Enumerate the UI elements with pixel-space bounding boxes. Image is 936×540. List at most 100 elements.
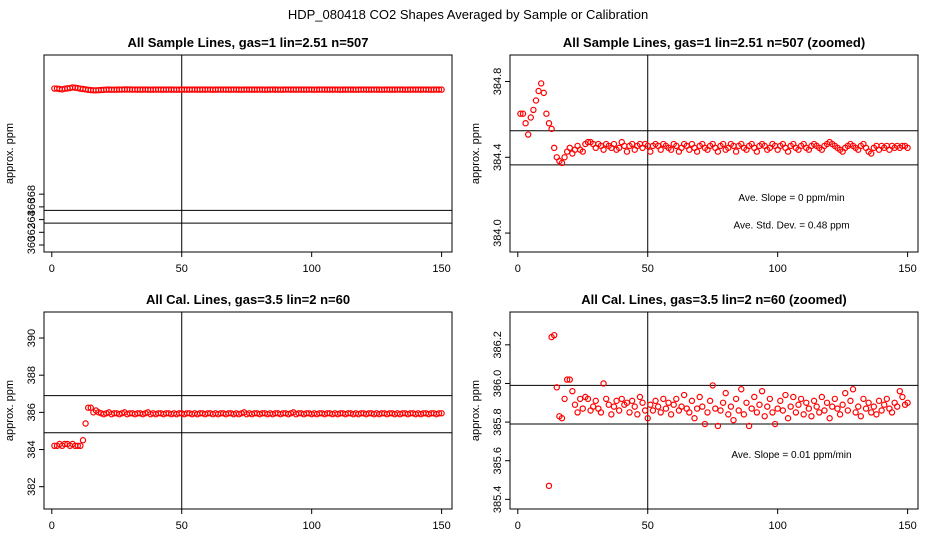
data-point <box>836 411 844 418</box>
data-point <box>805 405 813 412</box>
data-point <box>540 89 547 97</box>
data-point <box>561 154 568 161</box>
data-point <box>678 403 685 410</box>
data-point <box>550 144 558 152</box>
data-point <box>904 399 911 406</box>
data-point <box>644 415 651 422</box>
data-point <box>852 409 859 416</box>
data-point <box>722 389 729 397</box>
data-point <box>857 413 865 420</box>
data-point <box>706 397 714 405</box>
plot-frame <box>43 54 453 253</box>
annotation-text: Ave. Slope = 0.01 ppm/min <box>731 450 851 461</box>
data-point <box>566 144 573 152</box>
y-tick-label: 384.0 <box>492 219 504 247</box>
data-point <box>584 138 592 146</box>
x-tick-label: 0 <box>49 263 55 275</box>
x-tick-label: 100 <box>302 263 320 275</box>
data-points <box>545 331 911 490</box>
data-point <box>834 405 841 412</box>
data-point <box>847 397 854 405</box>
data-point <box>719 399 727 406</box>
data-point <box>532 97 540 104</box>
data-point <box>714 422 722 430</box>
x-tick-label: 50 <box>642 263 654 275</box>
data-point <box>691 415 698 422</box>
y-tick-label: 385.8 <box>492 408 504 436</box>
x-tick-label: 0 <box>515 263 521 275</box>
panel-title: All Cal. Lines, gas=3.5 lin=2 n=60 <box>146 292 350 307</box>
data-point <box>631 403 638 410</box>
data-point <box>732 148 740 155</box>
data-point <box>597 409 605 416</box>
data-point <box>545 119 553 127</box>
data-point <box>610 403 618 410</box>
data-point <box>522 119 529 127</box>
data-point <box>800 411 807 418</box>
data-point <box>600 146 607 153</box>
data-point <box>605 401 612 408</box>
data-point <box>873 411 880 418</box>
data-point <box>79 437 87 444</box>
data-point <box>743 399 750 406</box>
data-point <box>623 399 631 406</box>
data-point <box>753 409 761 416</box>
data-point <box>784 148 792 155</box>
data-point <box>888 409 896 416</box>
data-point <box>550 331 558 339</box>
panel-title: All Sample Lines, gas=1 lin=2.51 n=507 <box>128 35 369 50</box>
data-point <box>82 420 89 427</box>
x-tick-label: 100 <box>768 263 786 275</box>
data-point <box>782 391 789 399</box>
figure-title: HDP_080418 CO2 Shapes Averaged by Sample… <box>288 7 648 22</box>
data-point <box>842 389 849 397</box>
data-point <box>797 395 805 403</box>
data-point <box>621 142 628 150</box>
data-point <box>808 413 815 420</box>
data-point <box>701 420 709 428</box>
data-point <box>693 148 701 155</box>
data-point <box>667 411 675 418</box>
data-point <box>725 411 732 418</box>
data-point <box>670 401 677 408</box>
data-point <box>548 125 555 133</box>
data-point <box>813 403 820 410</box>
y-tick-label: 366 <box>26 198 38 216</box>
data-point <box>709 382 716 389</box>
plot-frame <box>43 311 453 510</box>
data-point <box>719 140 727 148</box>
plot-frame <box>509 311 919 510</box>
data-point <box>839 401 846 408</box>
data-point <box>810 397 818 405</box>
y-tick-label: 384.4 <box>492 144 504 172</box>
data-point <box>87 404 94 411</box>
data-point <box>636 393 644 401</box>
y-tick-label: 386 <box>26 403 38 421</box>
data-point <box>727 403 735 410</box>
data-point <box>766 395 774 403</box>
data-point <box>821 407 828 414</box>
data-point <box>740 411 748 418</box>
data-point <box>894 403 901 410</box>
data-point <box>868 150 875 157</box>
data-point <box>751 393 758 401</box>
data-point <box>571 401 579 408</box>
y-tick-label: 385.4 <box>492 486 504 514</box>
x-tick-label: 150 <box>898 263 916 275</box>
x-tick-label: 150 <box>432 263 450 275</box>
data-point <box>881 401 888 408</box>
data-point <box>628 140 636 148</box>
data-point <box>641 407 649 414</box>
data-point <box>849 386 857 393</box>
data-point <box>717 407 724 414</box>
data-point <box>883 395 891 403</box>
y-tick-label: 364 <box>26 210 38 228</box>
data-point <box>860 395 867 403</box>
data-point <box>649 407 657 414</box>
data-point <box>865 399 872 406</box>
data-point <box>823 399 831 406</box>
data-point <box>777 397 784 405</box>
data-point <box>758 387 766 395</box>
data-point <box>667 146 675 153</box>
data-points <box>517 80 911 167</box>
